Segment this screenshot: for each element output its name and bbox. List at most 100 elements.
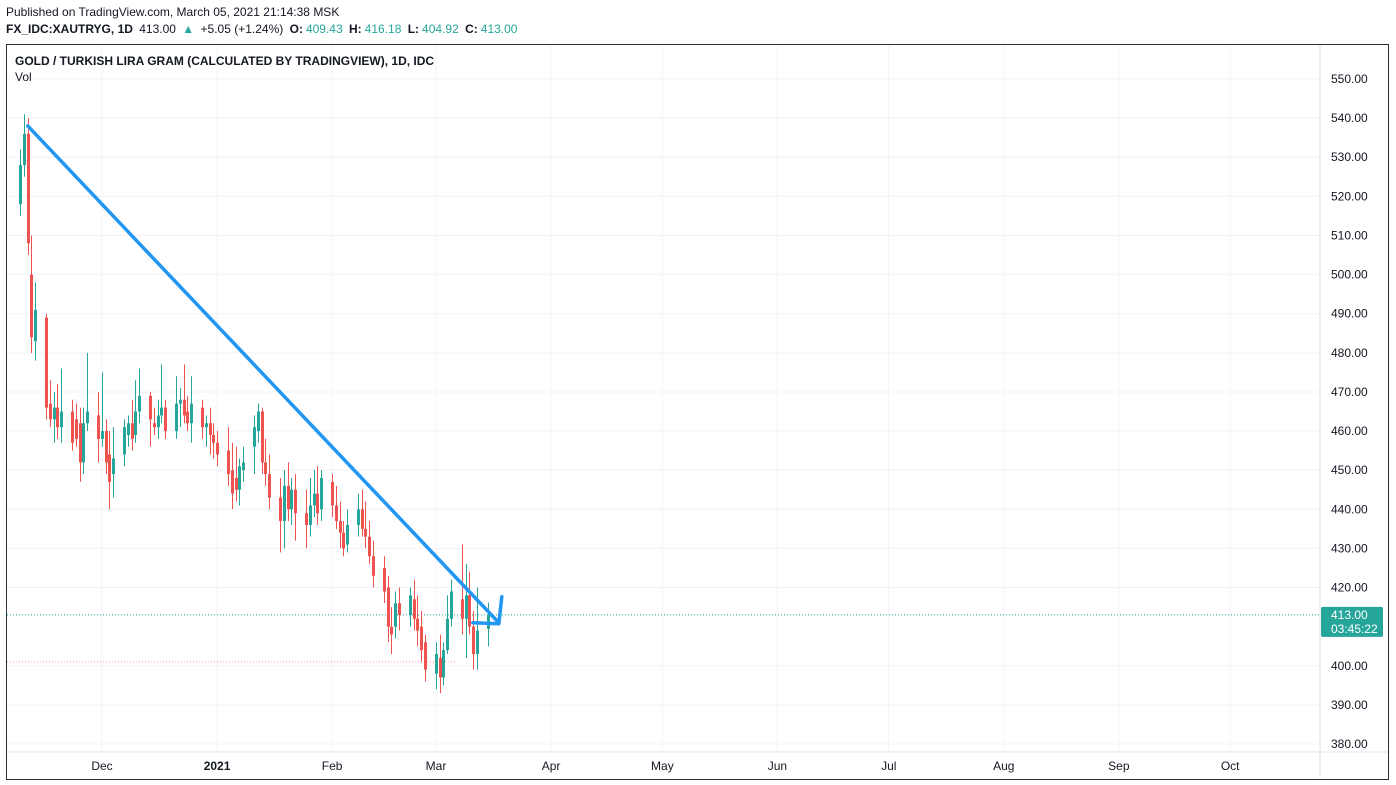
symbol-label[interactable]: FX_IDC:XAUTRYG, 1D xyxy=(6,22,133,36)
chart-legend-title[interactable]: GOLD / TURKISH LIRA GRAM (CALCULATED BY … xyxy=(15,54,435,68)
candle-body xyxy=(468,595,471,627)
candle-body xyxy=(305,513,308,525)
candle-body xyxy=(86,411,89,424)
candle-body xyxy=(342,532,345,549)
price-tick-label: 440.00 xyxy=(1331,502,1368,516)
price-tick-label: 390.00 xyxy=(1331,698,1368,712)
time-tick-label: Dec xyxy=(91,759,112,773)
price-tick-label: 420.00 xyxy=(1331,581,1368,595)
time-tick-label: Jul xyxy=(881,759,896,773)
price-tick-label: 380.00 xyxy=(1331,737,1368,751)
price-tick-label: 430.00 xyxy=(1331,541,1368,555)
time-tick-label: Feb xyxy=(322,759,343,773)
candle-body xyxy=(97,415,100,439)
change-value: +5.05 (+1.24%) xyxy=(200,22,284,36)
candle-body xyxy=(75,419,78,439)
candle-body xyxy=(279,497,282,522)
last-price-tag: 413.00 03:45:22 xyxy=(1321,606,1383,637)
last-price-tag-box xyxy=(1321,606,1383,637)
candle-body xyxy=(175,403,178,432)
candle-body xyxy=(339,521,342,533)
reference-lines xyxy=(7,614,1320,663)
candle-body xyxy=(183,399,186,416)
candle-body xyxy=(79,423,82,463)
last-price-tag-countdown: 03:45:22 xyxy=(1331,622,1378,636)
candle-body xyxy=(283,485,286,522)
symbol-ohlc-bar: FX_IDC:XAUTRYG, 1D 413.00 ▲ +5.05 (+1.24… xyxy=(6,22,520,36)
candle-body xyxy=(361,509,364,529)
chart-frame[interactable] xyxy=(6,44,1389,780)
price-tick-label: 550.00 xyxy=(1331,72,1368,86)
candle-body xyxy=(201,407,204,428)
price-axis: 550.00 540.00 530.00 520.00 510.00 500.00 490.… xyxy=(1319,45,1368,778)
candle-body xyxy=(216,442,219,455)
candle-body xyxy=(257,411,260,432)
close-value: 413.00 xyxy=(480,22,518,36)
candle-body xyxy=(413,599,416,619)
candle-body xyxy=(372,556,375,576)
candle-body xyxy=(127,423,130,435)
candle-body xyxy=(23,133,26,166)
candle-body xyxy=(313,493,316,506)
candle-body xyxy=(264,462,267,475)
candle-body xyxy=(101,431,104,439)
candle-body xyxy=(383,567,386,592)
published-note: Published on TradingView.com, March 05, … xyxy=(6,5,340,19)
candle-body xyxy=(346,524,349,545)
close-label: C: xyxy=(465,22,478,36)
trendline xyxy=(26,124,501,625)
candle-body xyxy=(205,423,208,428)
candle-body xyxy=(160,407,163,416)
price-tick-label: 470.00 xyxy=(1331,385,1368,399)
trend-arrow-head xyxy=(471,594,504,626)
candle-body xyxy=(112,458,115,475)
high-label: H: xyxy=(349,22,362,36)
candle-body xyxy=(442,650,445,678)
price-tick-label: 450.00 xyxy=(1331,463,1368,477)
price-tick-label: 460.00 xyxy=(1331,424,1368,438)
candle-body xyxy=(45,317,48,408)
candle-body xyxy=(398,603,401,615)
candle-body xyxy=(368,536,371,557)
chart-grid xyxy=(7,45,1320,752)
candle-body xyxy=(19,165,22,205)
candle-body xyxy=(253,427,256,447)
candle-body xyxy=(56,407,59,428)
candle-body xyxy=(472,626,475,655)
candle-body xyxy=(164,407,167,432)
candle-body xyxy=(287,485,290,510)
low-label: L: xyxy=(407,22,420,36)
candle-body xyxy=(179,399,182,404)
candle-body xyxy=(320,478,323,510)
time-tick-label: Jun xyxy=(768,759,787,773)
price-tick-label: 510.00 xyxy=(1331,228,1368,242)
candle-body xyxy=(131,423,134,439)
last-price-tag-price: 413.00 xyxy=(1331,608,1368,622)
price-tick-label: 530.00 xyxy=(1331,150,1368,164)
candle-body xyxy=(294,489,297,514)
candle-body xyxy=(30,274,33,338)
candle-body xyxy=(186,411,189,424)
change-up-icon: ▲ xyxy=(182,22,195,36)
candle-body xyxy=(49,403,52,420)
volume-legend[interactable]: Vol xyxy=(15,70,32,84)
candle-body xyxy=(238,466,241,490)
candle-body xyxy=(461,599,464,619)
time-axis: Dec 2021 Feb Mar Apr May Jun Jul Aug Sep Oct xyxy=(7,751,1388,773)
candle-body xyxy=(476,630,479,655)
price-tick-label: 480.00 xyxy=(1331,346,1368,360)
high-value: 416.18 xyxy=(364,22,402,36)
candle-body xyxy=(235,478,238,490)
candle-body xyxy=(123,427,126,455)
candle-body xyxy=(138,395,141,412)
candle-body xyxy=(157,415,160,428)
candle-body xyxy=(209,423,212,435)
candle-body xyxy=(190,403,193,424)
price-tick-label: 400.00 xyxy=(1331,659,1368,673)
price-tick-label: 520.00 xyxy=(1331,189,1368,203)
candle-body xyxy=(316,493,319,514)
open-value: 409.43 xyxy=(305,22,343,36)
candle-body xyxy=(105,431,108,463)
time-tick-label: Apr xyxy=(542,759,561,773)
